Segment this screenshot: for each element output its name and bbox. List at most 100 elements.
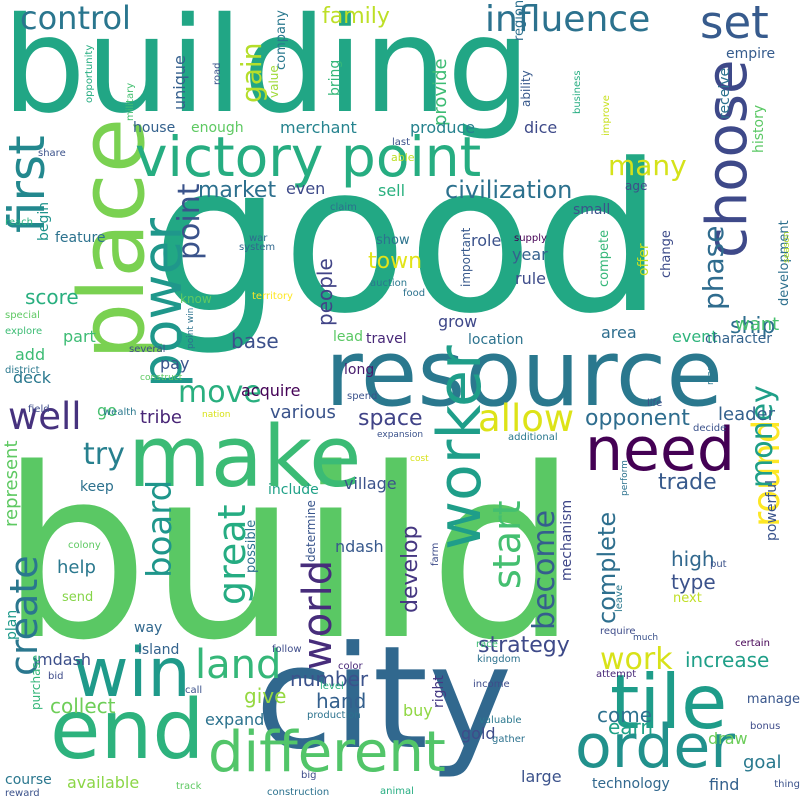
word-additional: additional	[508, 432, 558, 443]
word-space: space	[358, 406, 423, 431]
word-trade: trade	[658, 470, 717, 495]
word-event: event	[672, 327, 718, 346]
word-valuable: valuable	[479, 715, 522, 726]
word-travel: travel	[366, 331, 407, 347]
word-produce: produce	[410, 118, 476, 137]
word-call: call	[185, 685, 203, 696]
word-make: make	[128, 408, 362, 507]
word-race: race	[476, 639, 498, 650]
word-give: give	[244, 684, 287, 708]
word-large: large	[521, 767, 562, 786]
word-increase: increase	[685, 648, 770, 672]
word-animal: animal	[380, 786, 414, 797]
word-life: life	[647, 398, 663, 409]
word-expand: expand	[205, 710, 265, 729]
word-improve: improve	[601, 95, 612, 136]
word-worker: worker	[425, 345, 495, 550]
word-build: build	[0, 419, 578, 692]
word-ability: ability	[519, 70, 533, 107]
word-start: start	[485, 500, 529, 589]
word-people: people	[313, 258, 337, 326]
word-order: order	[575, 712, 735, 782]
word-help: help	[57, 557, 96, 578]
word-acquire: acquire	[241, 381, 301, 400]
word-location: location	[468, 332, 524, 348]
word-auction: auction	[370, 278, 408, 289]
word-many: many	[608, 149, 687, 182]
word-various: various	[270, 402, 336, 423]
word-win: win	[73, 634, 191, 713]
word-important: important	[459, 227, 473, 287]
word-market: market	[198, 178, 277, 203]
word-try: try	[83, 437, 125, 472]
word-map: map	[706, 365, 716, 385]
word-long: long	[344, 362, 375, 378]
word-phase: phase	[697, 225, 730, 311]
word-town: town	[368, 249, 423, 274]
word-supply: supply	[514, 233, 547, 244]
word-allow: allow	[478, 397, 575, 440]
word-construction: construction	[267, 787, 330, 798]
word-kingdom: kingdom	[477, 654, 521, 665]
word-require: require	[600, 626, 636, 637]
word-opportunity: opportunity	[84, 44, 95, 103]
word-powerful: powerful	[764, 480, 780, 541]
word-opponent: opponent	[585, 406, 690, 431]
word-feature: feature	[55, 230, 106, 246]
word-goal: goal	[743, 752, 782, 773]
word-reach: reach	[5, 217, 34, 228]
word-season: season	[782, 231, 792, 263]
word-right: right	[431, 675, 447, 708]
word-income: income	[473, 679, 510, 690]
word-special: special	[5, 310, 40, 321]
word-number: number	[290, 667, 369, 691]
word-system: system	[239, 242, 276, 253]
word-rule: rule	[515, 269, 547, 288]
word-become: become	[527, 509, 562, 630]
word-good: good	[152, 121, 664, 359]
word-gain: gain	[235, 42, 268, 103]
word-way: way	[134, 620, 163, 636]
word-attempt: attempt	[596, 669, 637, 680]
word-high: high	[671, 547, 715, 571]
word-nation: nation	[202, 410, 231, 420]
word-thing: thing	[774, 779, 800, 790]
word-leave: leave	[614, 584, 625, 612]
word-plan: plan	[4, 609, 20, 640]
word-provide: provide	[430, 58, 451, 126]
word-keep: keep	[80, 479, 114, 495]
word-send: send	[62, 590, 94, 605]
word-know: know	[180, 292, 212, 306]
word-put: put	[710, 559, 727, 570]
word-character: character	[705, 331, 773, 347]
word-draw: draw	[708, 729, 748, 748]
word-big: big	[301, 770, 317, 781]
word-work: work	[600, 642, 673, 677]
word-ndash: ndash	[335, 537, 384, 556]
word-available: available	[67, 773, 140, 792]
word-expansion: expansion	[377, 430, 424, 440]
word-manage: manage	[746, 692, 800, 707]
word-dice: dice	[524, 118, 558, 137]
word-merchant: merchant	[280, 118, 357, 137]
word-company: company	[274, 10, 289, 70]
word-follow: follow	[272, 644, 302, 655]
word-even: even	[286, 179, 326, 198]
word-decide: decide	[693, 423, 727, 434]
word-compete: compete	[597, 229, 612, 287]
word-reward: reward	[5, 788, 40, 799]
word-well: well	[8, 395, 82, 438]
word-collect: collect	[50, 694, 116, 718]
word-point-win: point win	[186, 307, 196, 349]
word-cost: cost	[410, 454, 429, 464]
word-tribe: tribe	[140, 407, 182, 428]
word-production: production	[307, 710, 361, 721]
word-land: land	[195, 642, 282, 688]
word-year: year	[512, 245, 548, 264]
word-construct: construct	[140, 373, 183, 383]
word-deck: deck	[13, 368, 52, 387]
word-possible: possible	[244, 519, 259, 573]
word-ship: ship	[730, 314, 776, 339]
word-develop: develop	[398, 525, 423, 613]
